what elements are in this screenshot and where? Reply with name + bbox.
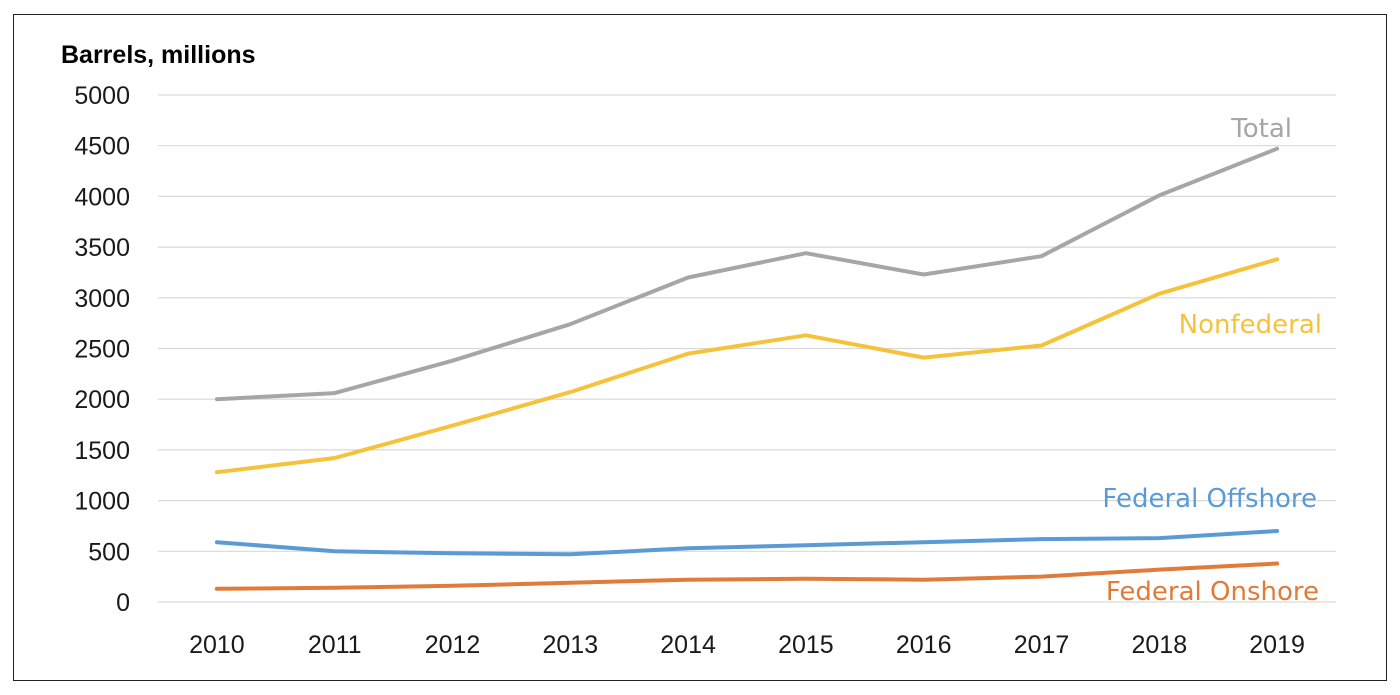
y-tick-label: 0 — [116, 589, 130, 617]
x-tick-label: 2018 — [1131, 631, 1187, 659]
x-tick-label: 2015 — [778, 631, 834, 659]
y-tick-label: 3000 — [74, 285, 130, 313]
y-tick-label: 500 — [88, 538, 130, 566]
series-label-federal-offshore: Federal Offshore — [1102, 484, 1317, 514]
y-tick-label: 5000 — [74, 82, 130, 110]
series-label-nonfederal: Nonfederal — [1179, 310, 1322, 340]
line-chart: Barrels, millions 0 500 1000 1500 2000 2500 30… — [61, 41, 1336, 659]
gridlines — [158, 94, 1336, 603]
x-tick-label: 2014 — [660, 631, 716, 659]
y-tick-label: 3500 — [74, 234, 130, 262]
x-tick-labels: 2010 2011 2012 2013 2014 2015 2016 2017 2018 2019 — [189, 631, 1305, 659]
y-tick-labels: 0 500 1000 1500 2000 2500 3000 3500 4000 4500 5000 — [74, 82, 130, 617]
y-axis-label: Barrels, millions — [61, 41, 256, 69]
series-line-federal-offshore — [214, 529, 1280, 557]
y-tick-label: 1500 — [74, 437, 130, 465]
series-lines — [214, 146, 1280, 591]
y-tick-label: 2500 — [74, 336, 130, 364]
x-tick-label: 2017 — [1014, 631, 1070, 659]
series-line-nonfederal — [214, 257, 1280, 475]
x-tick-label: 2013 — [542, 631, 598, 659]
y-tick-label: 1000 — [74, 488, 130, 516]
y-tick-label: 2000 — [74, 386, 130, 414]
x-tick-label: 2019 — [1249, 631, 1305, 659]
x-tick-label: 2012 — [425, 631, 481, 659]
x-tick-label: 2010 — [189, 631, 245, 659]
x-tick-label: 2016 — [896, 631, 952, 659]
chart-frame: Barrels, millions 0 500 1000 1500 2000 2500 30… — [13, 14, 1387, 681]
y-tick-label: 4000 — [74, 183, 130, 211]
series-label-total: Total — [1230, 114, 1292, 144]
y-tick-label: 4500 — [74, 133, 130, 161]
series-line-total — [214, 146, 1280, 402]
series-label-federal-onshore: Federal Onshore — [1106, 577, 1319, 607]
series-labels: Total Nonfederal Federal Offshore Federal O… — [1102, 114, 1322, 607]
series-line-federal-onshore — [214, 561, 1280, 591]
x-tick-label: 2011 — [308, 631, 362, 659]
